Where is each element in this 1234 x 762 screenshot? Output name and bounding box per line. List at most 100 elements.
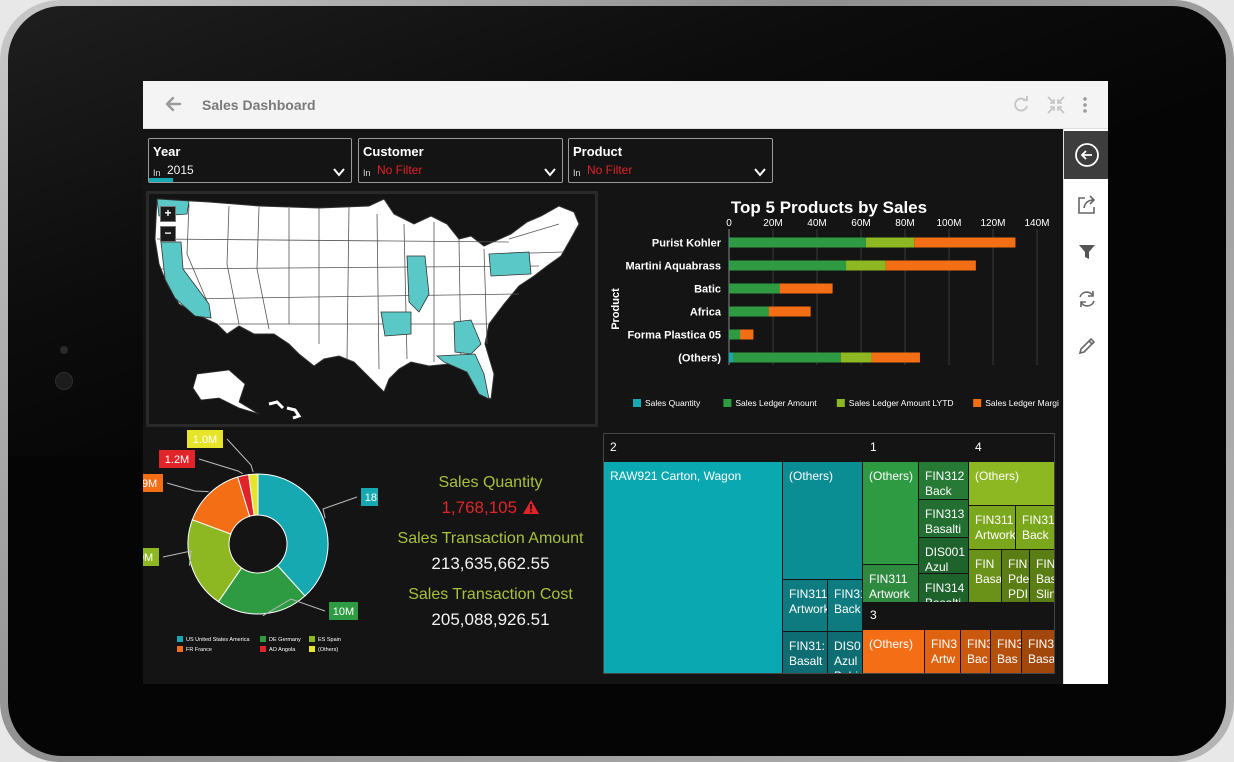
chart-title: Top 5 Products by Sales [731, 198, 927, 217]
legend-label[interactable]: Sales Ledger Amount LYTD [849, 398, 954, 408]
treemap-cell[interactable]: (Others) [783, 462, 863, 580]
legend-label[interactable]: US United States America [186, 637, 251, 643]
treemap-cell[interactable]: (Others) [863, 630, 925, 673]
x-tick-label: 80M [895, 218, 914, 229]
filter-product[interactable]: Product In No Filter [568, 138, 773, 183]
treemap-cell[interactable]: FIN311 Artwork [783, 580, 828, 632]
legend-swatch [633, 399, 641, 407]
treemap-cell[interactable]: FIN Basa [969, 550, 1002, 603]
bar-segment[interactable] [729, 352, 733, 363]
legend-label[interactable]: Sales Ledger Margin [985, 398, 1064, 408]
legend-label[interactable]: DE Germany [269, 637, 301, 643]
donut-slice[interactable] [217, 564, 306, 615]
sidebar-filter-button[interactable] [1064, 228, 1108, 276]
us-outline [154, 198, 580, 400]
bar-segment[interactable] [729, 237, 730, 248]
bar-segment[interactable] [871, 352, 920, 363]
legend-label[interactable]: FR France [186, 647, 212, 653]
legend-label[interactable]: Sales Quantity [645, 398, 701, 408]
x-tick-label: 0 [726, 218, 732, 229]
treemap-cell[interactable]: FIN314 Basalti [919, 574, 969, 603]
back-circle-icon [1074, 143, 1099, 167]
data-label: 18M [365, 492, 378, 504]
bar-segment[interactable] [740, 329, 754, 340]
product-treemap[interactable]: 2 1 4 3 RAW921 Carton, Wagon (Others) FI… [603, 433, 1055, 674]
bar-segment[interactable] [779, 283, 833, 294]
category-label: Forma Plastica 05 [627, 330, 721, 342]
treemap-cell[interactable]: FIN3 Bas [991, 630, 1022, 673]
bar-segment[interactable] [729, 260, 847, 271]
more-vertical-icon[interactable] [1075, 95, 1095, 115]
treemap-cell[interactable]: FIN31 Back [1016, 506, 1054, 550]
treemap-cell[interactable]: FIN Bas Slin [1030, 550, 1054, 603]
category-label: Martini Aquabrass [625, 261, 721, 273]
treemap-cell[interactable]: FIN311 Artwork [969, 506, 1016, 550]
x-tick-label: 40M [807, 218, 826, 229]
chevron-down-icon[interactable] [333, 167, 345, 177]
sidebar-edit-button[interactable] [1064, 322, 1108, 370]
bar-segment[interactable] [885, 260, 976, 271]
collapse-icon[interactable] [1046, 95, 1066, 115]
legend-label[interactable]: (Others) [318, 647, 338, 653]
data-label: 1.0M [193, 434, 217, 446]
treemap-group-label: 1 [870, 440, 877, 454]
filter-icon [1078, 245, 1095, 259]
bar-segment[interactable] [840, 352, 872, 363]
bar-segment[interactable] [768, 306, 811, 317]
bar-segment[interactable] [846, 260, 886, 271]
treemap-cell[interactable]: (Others) [969, 462, 1054, 506]
country-donut-chart: 18M 10M 9.9M 6.9M 1.2M 1.0M US United States A… [143, 430, 390, 653]
us-map-panel: + − [146, 191, 598, 427]
treemap-cell[interactable]: (Others) [863, 462, 919, 565]
bar-segment[interactable] [914, 237, 1016, 248]
treemap-cell[interactable]: FIN3 Basa [1022, 630, 1054, 673]
bar-segment[interactable] [729, 329, 741, 340]
y-axis-label: Product [610, 288, 622, 330]
arrow-left-icon[interactable] [163, 94, 183, 114]
us-map[interactable] [149, 194, 595, 424]
bar-segment[interactable] [729, 283, 780, 294]
data-label: 6.9M [143, 478, 157, 490]
sidebar-sync-button[interactable] [1064, 275, 1108, 323]
filter-customer[interactable]: Customer In No Filter [358, 138, 563, 183]
treemap-cell[interactable]: DIS001 Azul [919, 538, 969, 574]
treemap-group-label: 3 [870, 608, 877, 622]
treemap-cell[interactable]: FIN312 Back [919, 462, 969, 500]
chevron-down-icon[interactable] [544, 167, 556, 177]
bar-segment[interactable] [729, 260, 730, 271]
legend-label[interactable]: ES Spain [318, 637, 341, 643]
treemap-cell[interactable]: FIN3 Bac [961, 630, 991, 673]
treemap-cell[interactable]: FIN31: Basalt [783, 632, 828, 673]
bar-segment[interactable] [732, 352, 841, 363]
home-button[interactable] [55, 372, 73, 390]
bar-segment[interactable] [865, 237, 915, 248]
sidebar-back-button[interactable] [1064, 131, 1108, 179]
donut-slice[interactable] [187, 519, 243, 603]
bar-segment[interactable] [729, 306, 769, 317]
treemap-cell[interactable]: FIN Pde PDI [1002, 550, 1030, 603]
treemap-cell[interactable]: FIN313 Basalti [919, 500, 969, 538]
legend-label[interactable]: Sales Ledger Amount [735, 398, 817, 408]
filter-label: Year [153, 144, 181, 159]
bar-segment[interactable] [729, 237, 866, 248]
refresh-icon[interactable] [1011, 95, 1031, 115]
data-label-box [143, 548, 159, 566]
treemap-cell[interactable]: DIS0 Azul Bahia [828, 632, 863, 673]
filter-in-label: In [153, 168, 161, 178]
zoom-in-button[interactable]: + [160, 206, 176, 222]
filter-year[interactable]: Year In 2015 [148, 138, 352, 183]
category-label: Africa [690, 307, 722, 319]
data-label: 10M [333, 606, 354, 618]
treemap-cell[interactable]: RAW921 Carton, Wagon [604, 462, 783, 673]
donut-slice[interactable] [248, 473, 259, 516]
state-pennsylvania [488, 251, 532, 277]
right-sidebar [1063, 129, 1108, 684]
treemap-cell[interactable]: FIN3 Artw [925, 630, 961, 673]
treemap-cell[interactable]: FIN311 Artwork [863, 565, 919, 603]
zoom-out-button[interactable]: − [160, 226, 176, 242]
treemap-cell[interactable]: FIN31 Back [828, 580, 863, 632]
donut-slice[interactable] [257, 473, 329, 597]
legend-label[interactable]: AO Angola [269, 647, 296, 653]
chevron-down-icon[interactable] [754, 167, 766, 177]
sidebar-share-button[interactable] [1064, 181, 1108, 229]
